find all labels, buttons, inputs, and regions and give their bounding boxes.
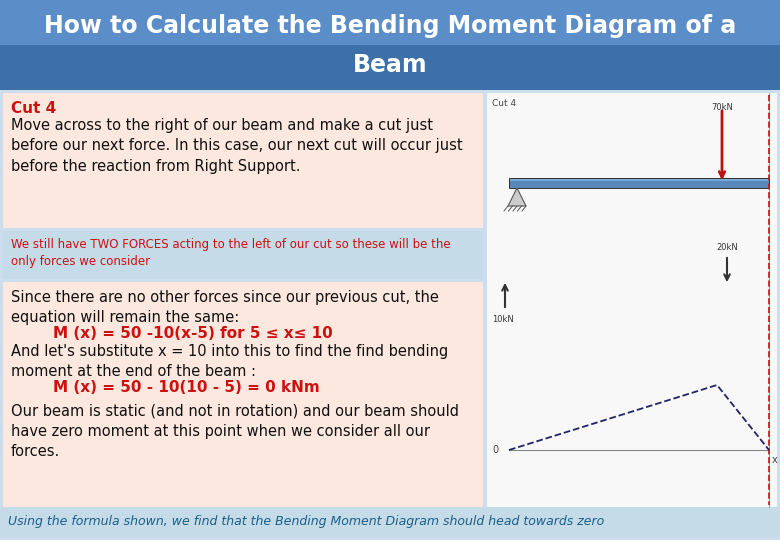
Bar bbox=[509, 178, 769, 181]
Text: How to Calculate the Bending Moment Diagram of a: How to Calculate the Bending Moment Diag… bbox=[44, 14, 736, 38]
Text: 0: 0 bbox=[492, 445, 498, 455]
Text: M (x) = 50 -10(x-5) for 5 ≤ x≤ 10: M (x) = 50 -10(x-5) for 5 ≤ x≤ 10 bbox=[11, 326, 333, 341]
Text: We still have TWO FORCES acting to the left of our cut so these will be the
only: We still have TWO FORCES acting to the l… bbox=[11, 238, 451, 268]
Text: Our beam is static (and not in rotation) and our beam should
have zero moment at: Our beam is static (and not in rotation)… bbox=[11, 404, 459, 458]
Text: And let's substitute x = 10 into this to find the find bending
moment at the end: And let's substitute x = 10 into this to… bbox=[11, 344, 448, 379]
Text: M (x) = 50 - 10(10 - 5) = 0 kNm: M (x) = 50 - 10(10 - 5) = 0 kNm bbox=[11, 380, 320, 395]
Text: Move across to the right of our beam and make a cut just
before our next force. : Move across to the right of our beam and… bbox=[11, 118, 463, 174]
Bar bbox=[3, 93, 483, 228]
Bar bbox=[0, 507, 780, 537]
Text: 10kN: 10kN bbox=[492, 315, 514, 324]
Bar bbox=[509, 178, 769, 188]
Text: Cut 4: Cut 4 bbox=[11, 101, 56, 116]
Bar bbox=[3, 282, 483, 507]
Bar bbox=[0, 0, 780, 45]
Bar bbox=[3, 231, 483, 279]
Text: x: x bbox=[772, 455, 778, 465]
Text: 70kN: 70kN bbox=[711, 103, 733, 112]
Text: Cut 4: Cut 4 bbox=[492, 99, 516, 108]
Bar bbox=[509, 178, 769, 188]
Bar bbox=[487, 93, 777, 507]
Text: Using the formula shown, we find that the Bending Moment Diagram should head tow: Using the formula shown, we find that th… bbox=[8, 516, 604, 529]
Polygon shape bbox=[508, 188, 526, 206]
Text: Beam: Beam bbox=[353, 53, 427, 77]
Bar bbox=[0, 45, 780, 90]
Text: 20kN: 20kN bbox=[716, 243, 738, 252]
Text: Since there are no other forces since our previous cut, the
equation will remain: Since there are no other forces since ou… bbox=[11, 290, 439, 325]
